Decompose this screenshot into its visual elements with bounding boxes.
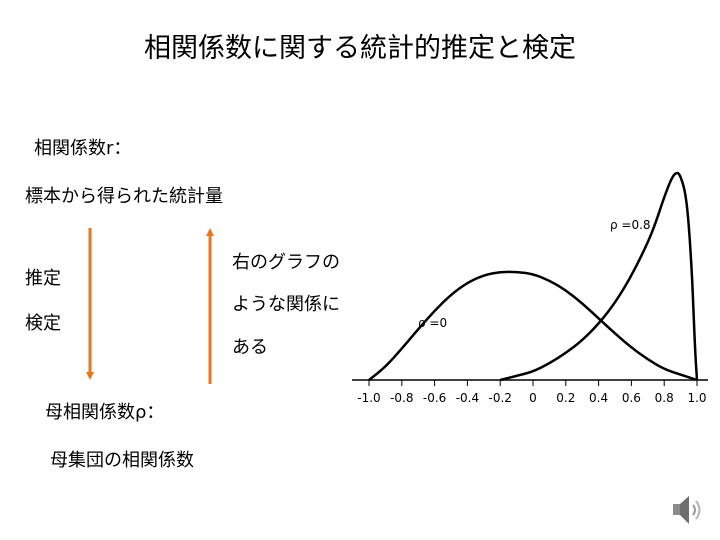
correlation-distribution-chart: -1.0 -0.8 -0.6 -0.4 -0.2 0 0.2 0.4 0.6 0.8 1.0 ρ =…: [352, 171, 708, 405]
x-tick-label: 0.4: [589, 391, 608, 405]
slide-title: 相関係数に関する統計的推定と検定: [144, 33, 576, 64]
x-tick-label: -1.0: [357, 391, 380, 405]
population-correlation-label: 母相関係数ρ：: [45, 402, 165, 423]
x-tick-label: -0.2: [488, 391, 511, 405]
x-tick-label: 0.6: [622, 391, 641, 405]
x-tick-label: 0.8: [655, 391, 674, 405]
series-label: ρ =0.8: [610, 218, 651, 232]
x-tick-label: 1.0: [687, 391, 706, 405]
curve-rho-0: [368, 270, 698, 382]
relation-note-line-1: 右のグラフの: [232, 252, 340, 273]
sample-correlation-label: 相関係数r：: [34, 138, 132, 159]
x-tick-label: -0.6: [423, 391, 446, 405]
x-tick-label: 0.2: [556, 391, 575, 405]
relation-note-line-2: ような関係に: [232, 294, 340, 315]
curve-group: ρ =0 ρ =0.8: [368, 171, 699, 382]
x-tick-group: -1.0 -0.8 -0.6 -0.4 -0.2 0 0.2 0.4 0.6 0.8 1.0: [357, 380, 707, 405]
speaker-icon[interactable]: [668, 490, 708, 530]
series-label: ρ =0: [418, 316, 447, 330]
relation-note-line-3: ある: [232, 337, 268, 358]
sample-correlation-description: 標本から得られた統計量: [25, 186, 223, 207]
x-tick-label: -0.4: [456, 391, 479, 405]
estimate-label: 推定: [25, 268, 61, 289]
x-tick-label: 0: [529, 391, 537, 405]
test-label: 検定: [25, 313, 61, 334]
curve-rho-0-8: [499, 171, 699, 382]
x-tick-label: -0.8: [390, 391, 413, 405]
population-correlation-description: 母集団の相関係数: [50, 450, 194, 471]
